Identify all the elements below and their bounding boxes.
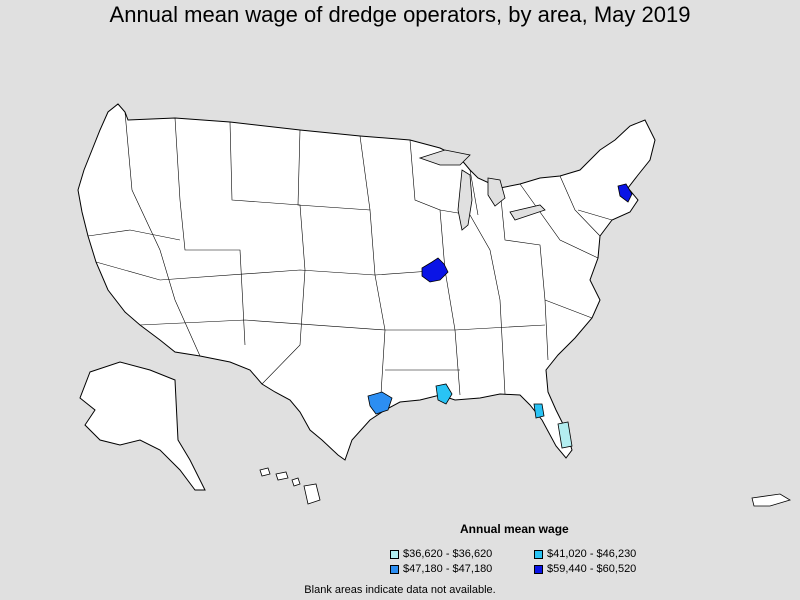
legend-swatch-4 [534,564,543,574]
legend-item-4: $59,440 - $60,520 [534,563,636,575]
puerto-rico [751,493,791,507]
lake-superior [418,149,471,166]
state-borders [87,111,613,411]
lake-erie [509,204,546,221]
legend-label-2: $41,020 - $46,230 [547,548,637,560]
legend-label-1: $36,620 - $36,620 [403,548,493,560]
area-massachusetts [617,183,633,203]
area-southeast-texas [367,391,393,415]
footnote: Blank areas indicate data not available. [304,584,496,596]
legend-label-3: $47,180 - $47,180 [403,563,493,575]
legend-swatch-2 [534,549,543,559]
area-florida-west [533,403,545,419]
legend-swatch-3 [390,564,399,574]
area-central-illinois [421,257,449,283]
legend-item-2: $41,020 - $46,230 [534,548,636,560]
legend-title: Annual mean wage [460,522,569,536]
hawaii [259,467,321,505]
lake-huron [487,177,506,207]
legend-label-4: $59,440 - $60,520 [547,563,637,575]
legend-item-1: $36,620 - $36,620 [390,548,492,560]
area-gulf-coast-mobile [435,383,453,405]
area-florida-southeast [557,421,573,449]
lake-michigan [457,169,473,231]
map-title: Annual mean wage of dredge operators, by… [109,2,691,27]
alaska [79,361,206,491]
legend-swatch-1 [390,549,399,559]
legend-item-3: $47,180 - $47,180 [390,563,492,575]
